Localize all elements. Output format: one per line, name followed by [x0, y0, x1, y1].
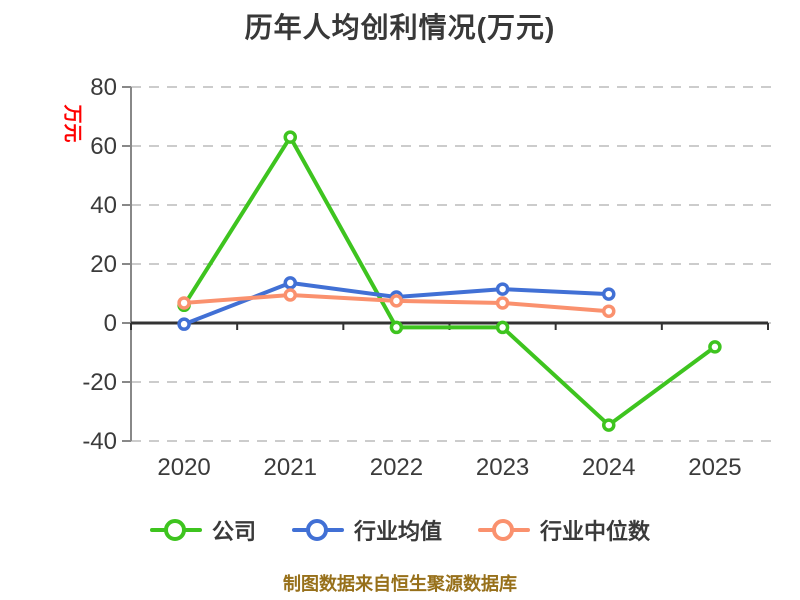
series-marker-0 — [708, 340, 722, 354]
x-tick-label: 2023 — [476, 454, 529, 481]
legend-marker-icon — [149, 519, 202, 541]
y-tick-label: 0 — [104, 310, 117, 337]
legend-label: 行业均值 — [353, 519, 442, 544]
legend-item-2[interactable]: 行业中位数 — [478, 514, 650, 546]
chart-title: 历年人均创利情况(万元) — [244, 12, 556, 43]
series-marker-1 — [177, 317, 191, 331]
x-tick-label: 2020 — [157, 454, 210, 481]
series-line-0 — [182, 135, 717, 428]
series-marker-0 — [389, 320, 404, 335]
data-source-caption: 制图数据来自恒生聚源数据库 — [283, 574, 517, 594]
series-marker-2 — [389, 294, 404, 308]
legend-marker-icon — [478, 519, 530, 541]
series-marker-2 — [495, 296, 510, 310]
chart-legend: 公司 行业均值 行业中位数 — [0, 514, 800, 546]
y-tick-label: -20 — [82, 369, 117, 396]
series-marker-0 — [283, 130, 297, 144]
legend-item-1[interactable]: 行业均值 — [291, 514, 442, 546]
y-tick-label: 40 — [90, 192, 117, 219]
series-marker-1 — [283, 276, 297, 290]
series-marker-1 — [495, 282, 510, 296]
series-marker-1 — [602, 287, 616, 301]
legend-marker-icon — [291, 519, 344, 541]
legend-label: 公司 — [211, 519, 256, 544]
series-marker-2 — [602, 304, 616, 318]
x-tick-label: 2024 — [582, 454, 635, 481]
legend-item-0[interactable]: 公司 — [149, 514, 256, 546]
y-tick-label: 20 — [90, 251, 117, 278]
x-tick-label: 2022 — [370, 454, 423, 481]
x-tick-label: 2025 — [688, 454, 741, 481]
line-chart-canvas: 80 60 40 20 0 -20 -40 2020 2021 2022 2023 2024 2025 — [82, 74, 772, 481]
y-tick-label: -40 — [82, 428, 117, 455]
series-marker-2 — [177, 296, 191, 310]
y-tick-label: 60 — [90, 133, 117, 160]
series-marker-0 — [495, 320, 510, 335]
legend-label: 行业中位数 — [540, 519, 651, 544]
series-marker-2 — [283, 288, 297, 302]
x-tick-label: 2021 — [264, 454, 317, 481]
series-marker-0 — [602, 418, 616, 432]
y-tick-label: 80 — [90, 74, 117, 101]
